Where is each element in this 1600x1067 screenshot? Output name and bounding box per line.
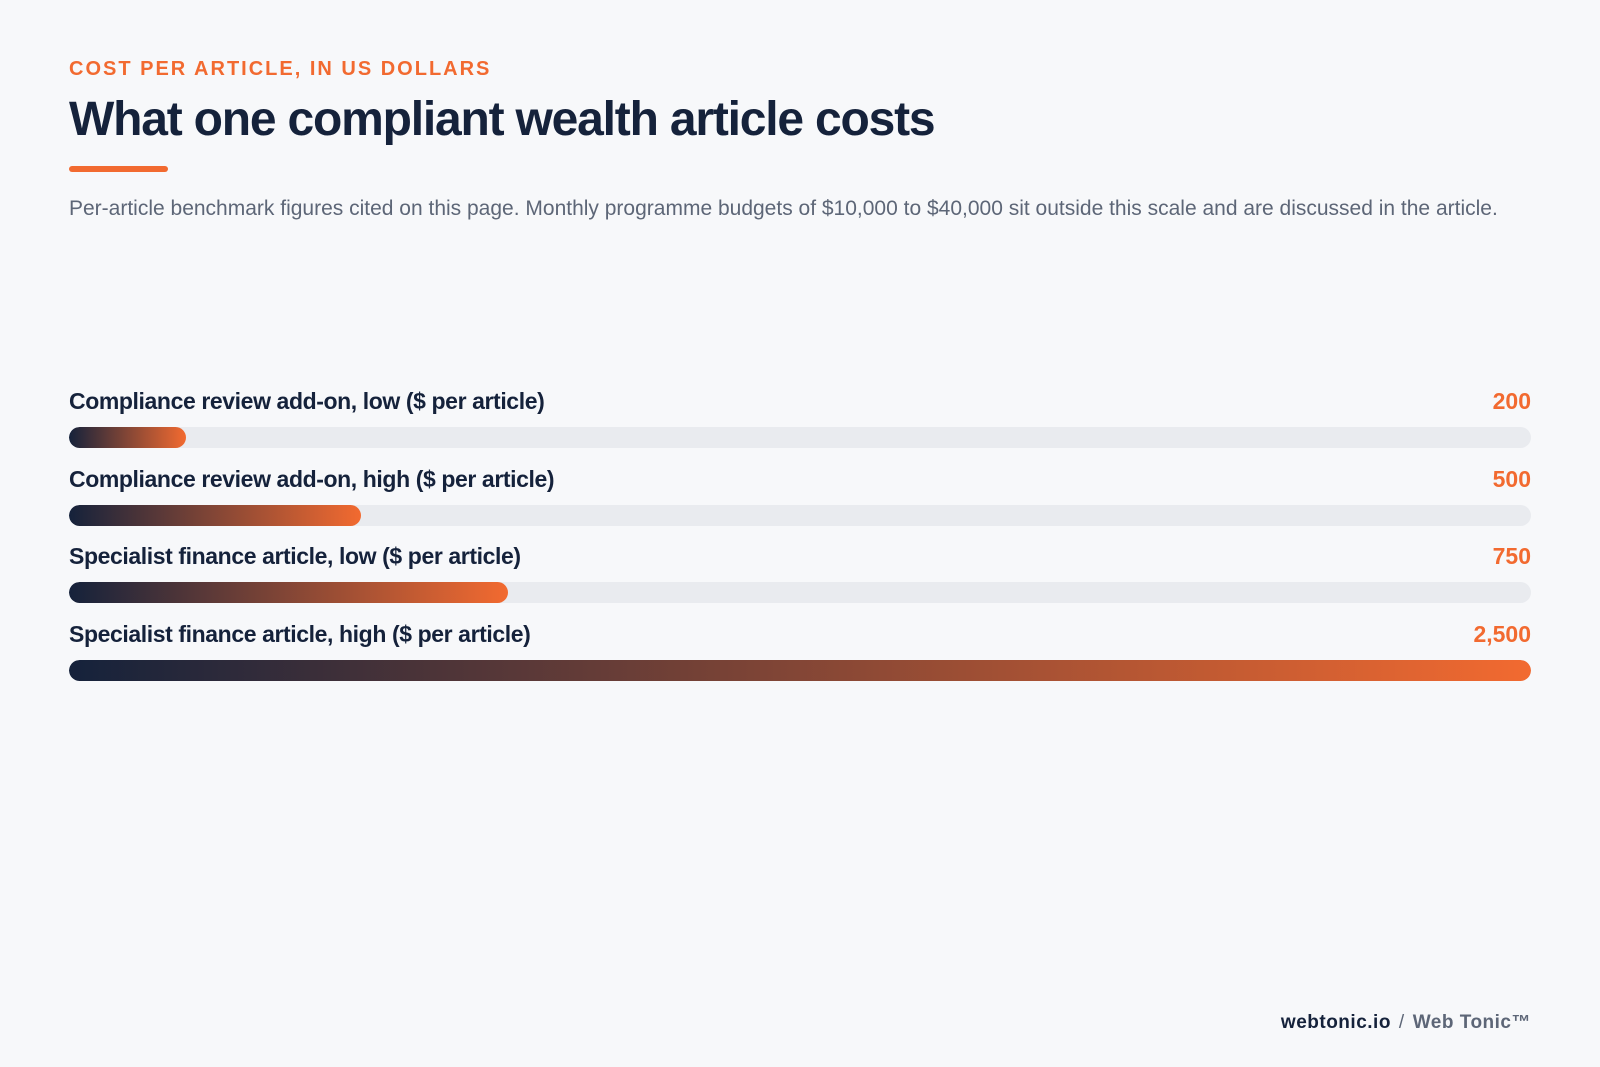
footer-credit: webtonic.io / Web Tonic™ [1281, 1012, 1531, 1034]
bar-row: Specialist finance article, high ($ per … [69, 621, 1531, 699]
bar-value-label: 2,500 [1473, 620, 1531, 647]
chart-title: What one compliant wealth article costs [69, 93, 936, 146]
chart-subtitle: Per-article benchmark figures cited on t… [69, 197, 1498, 220]
bar-track [69, 427, 1531, 448]
bar-row: Compliance review add-on, high ($ per ar… [69, 466, 1531, 544]
bar-track [69, 504, 1531, 526]
bar-label: Specialist finance article, low ($ per a… [69, 543, 521, 569]
bar [69, 582, 508, 603]
chart-kicker: COST PER ARTICLE, IN US DOLLARS [69, 58, 492, 80]
footer-site: webtonic.io [1280, 1012, 1391, 1033]
bar [69, 659, 1531, 681]
bar-label: Specialist finance article, high ($ per … [69, 620, 531, 647]
bar-value-label: 200 [1492, 388, 1531, 414]
bar-value-label: 500 [1492, 465, 1531, 492]
footer-separator: / [1398, 1012, 1405, 1033]
bar [69, 504, 362, 526]
bar-chart: Compliance review add-on, low ($ per art… [69, 388, 1531, 698]
bar-value-label: 750 [1492, 543, 1531, 569]
bar-label: Compliance review add-on, high ($ per ar… [69, 465, 555, 492]
bar-row: Compliance review add-on, low ($ per art… [69, 388, 1531, 466]
bar-label: Compliance review add-on, low ($ per art… [69, 388, 545, 414]
bar-row: Specialist finance article, low ($ per a… [69, 543, 1531, 621]
title-accent-rule [69, 166, 168, 172]
bar-track [69, 582, 1531, 603]
bar [69, 427, 186, 448]
bar-track [69, 659, 1531, 681]
footer-brand: Web Tonic™ [1412, 1012, 1531, 1033]
